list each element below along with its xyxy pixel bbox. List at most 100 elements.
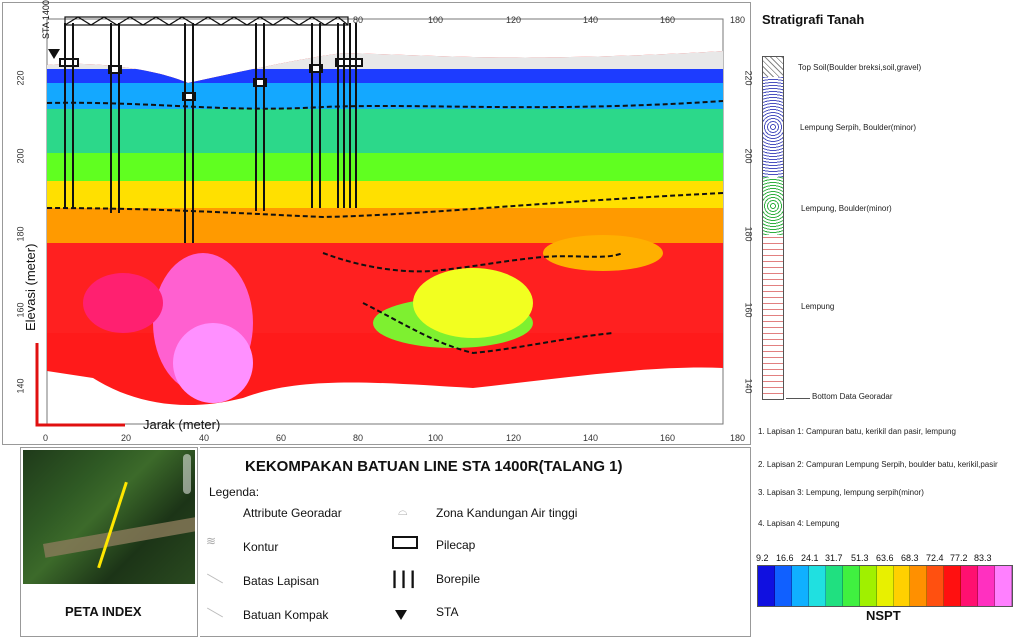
colorbar-swatch	[961, 566, 979, 606]
layer-desc-2: 2. Lapisan 2: Campuran Lempung Serpih, b…	[758, 460, 998, 469]
colorbar-tick: 72.4	[926, 553, 944, 563]
strat-column	[762, 56, 784, 400]
bottom-pointer	[786, 398, 810, 399]
pilecap-icon	[392, 536, 418, 549]
compact-rock-icon	[206, 607, 224, 618]
borepiles	[64, 23, 357, 243]
legend-label-kontur: Kontur	[243, 540, 279, 554]
colorbar-tick: 68.3	[901, 553, 919, 563]
colorbar-swatch	[774, 566, 792, 606]
main-title: KEKOMPAKAN BATUAN LINE STA 1400R(TALANG …	[245, 458, 623, 475]
map-road	[42, 516, 195, 558]
colorbar-swatch	[927, 566, 945, 606]
x-tick: 100	[428, 433, 444, 443]
x-tick: 40	[199, 433, 210, 443]
map-route-line	[97, 481, 128, 569]
colorbar-swatch	[995, 566, 1013, 606]
colorbar-swatch	[910, 566, 928, 606]
y-axis-label: Elevasi (meter)	[23, 243, 38, 331]
legend-heading: Legenda:	[209, 485, 260, 499]
legend-label-georadar: Attribute Georadar	[243, 506, 342, 520]
satellite-map	[23, 450, 195, 584]
strat-layer-clay-boulder	[763, 177, 783, 235]
stratigraphy-title: Stratigrafi Tanah	[762, 12, 865, 27]
sta-triangle-icon	[395, 610, 407, 620]
x-tick-top: 80	[353, 15, 364, 25]
x-tick: 20	[121, 433, 132, 443]
strat-label-4: Lempung	[801, 302, 835, 311]
layer-boundary-icon	[206, 573, 224, 584]
x-tick: 180	[730, 433, 746, 443]
axis-indicator	[35, 343, 125, 427]
x-tick: 140	[583, 433, 599, 443]
colorbar	[757, 565, 1013, 607]
colorbar-tick: 51.3	[851, 553, 869, 563]
water-zone-icon: ⌓	[398, 504, 408, 518]
x-tick-top: 180	[730, 15, 746, 25]
map-nav-control[interactable]	[183, 454, 191, 494]
x-tick-top: 140	[583, 15, 599, 25]
strat-layer-topsoil	[763, 57, 783, 77]
x-axis-label: Jarak (meter)	[143, 417, 221, 432]
strat-label-5: Bottom Data Georadar	[812, 392, 893, 401]
strat-layer-clay	[763, 235, 783, 399]
y-tick: 180	[15, 226, 26, 242]
strat-label-1: Top Soil(Boulder breksi,soil,gravel)	[798, 63, 922, 72]
boundary-line-3	[322, 252, 624, 273]
x-tick: 160	[660, 433, 676, 443]
colorbar-tick: 83.3	[974, 553, 992, 563]
layer-desc-1: 1. Lapisan 1: Campuran batu, kerikil dan…	[758, 427, 956, 436]
colorbar-title: NSPT	[866, 608, 901, 623]
strat-label-2: Lempung Serpih, Boulder(minor)	[800, 123, 917, 132]
colorbar-tick: 24.1	[801, 553, 819, 563]
colorbar-swatch	[978, 566, 996, 606]
x-tick-top: 120	[506, 15, 522, 25]
sta-label: STA 1400	[41, 0, 51, 39]
layer-desc-4: 4. Lapisan 4: Lempung	[758, 519, 840, 528]
boundary-line-4	[362, 302, 614, 355]
strat-layer-shale	[763, 77, 783, 177]
layer-desc-3: 3. Lapisan 3: Lempung, lempung serpih(mi…	[758, 488, 924, 497]
boundary-line-2	[46, 192, 724, 219]
legend-label-pilecap: Pilecap	[436, 538, 476, 552]
borepile-icon: |||	[392, 568, 420, 588]
bridge-truss	[64, 16, 349, 26]
x-tick: 120	[506, 433, 522, 443]
colorbar-tick: 16.6	[776, 553, 794, 563]
colorbar-swatch	[859, 566, 877, 606]
colorbar-tick: 31.7	[825, 553, 843, 563]
colorbar-tick: 9.2	[756, 553, 769, 563]
x-tick-top: 100	[428, 15, 444, 25]
colorbar-swatch	[944, 566, 962, 606]
colorbar-swatch	[893, 566, 911, 606]
legend-label-batuan-kompak: Batuan Kompak	[243, 608, 329, 622]
colorbar-swatch	[791, 566, 809, 606]
legend-label-batas-lapisan: Batas Lapisan	[243, 574, 320, 588]
contour-icon: ≋	[206, 534, 217, 548]
colorbar-swatch	[758, 566, 775, 606]
stratigraphy-panel	[753, 2, 1021, 445]
legend-label-sta: STA	[436, 605, 459, 619]
profile-chart	[35, 16, 724, 427]
y-tick: 220	[15, 70, 26, 86]
colorbar-swatch	[808, 566, 826, 606]
y-tick: 140	[15, 378, 26, 394]
legend-label-water-zone: Zona Kandungan Air tinggi	[436, 506, 578, 520]
sta-marker-icon	[48, 49, 60, 59]
colorbar-tick: 77.2	[950, 553, 968, 563]
profile-panel: STA 1400 0 20 40 60 80 100 120 140 160 1…	[2, 0, 754, 445]
x-tick: 60	[276, 433, 287, 443]
map-index-panel: PETA INDEX	[20, 447, 198, 637]
legend-panel: KEKOMPAKAN BATUAN LINE STA 1400R(TALANG …	[200, 447, 751, 637]
x-tick-top: 160	[660, 15, 676, 25]
nspt-section	[47, 51, 723, 406]
x-tick: 80	[353, 433, 364, 443]
strat-label-3: Lempung, Boulder(minor)	[801, 204, 892, 213]
y-tick: 200	[15, 148, 26, 164]
colorbar-swatch	[842, 566, 860, 606]
colorbar-tick: 63.6	[876, 553, 894, 563]
colorbar-swatch	[825, 566, 843, 606]
x-tick: 0	[43, 433, 49, 443]
colorbar-swatch	[876, 566, 894, 606]
map-index-label: PETA INDEX	[65, 604, 142, 619]
